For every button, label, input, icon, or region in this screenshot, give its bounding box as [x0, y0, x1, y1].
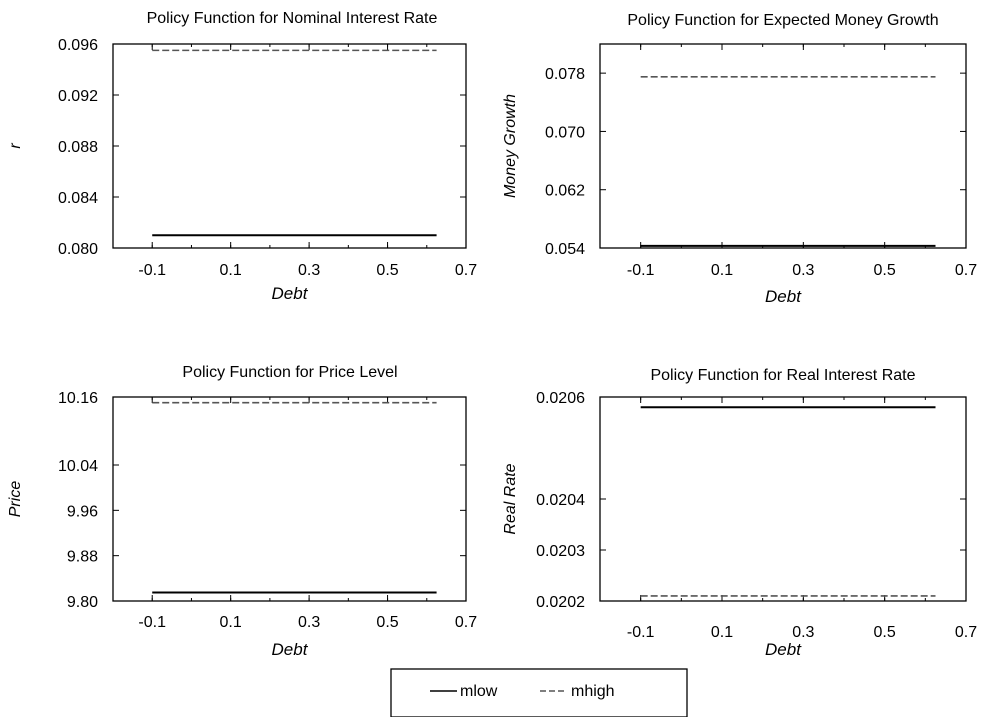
y-tick-label: 10.04: [58, 458, 98, 475]
chart-title: Policy Function for Price Level: [182, 364, 397, 381]
x-tick-label: -0.1: [138, 262, 166, 279]
y-tick-label: 0.096: [58, 37, 98, 54]
y-tick-label: 9.80: [67, 594, 98, 611]
x-tick-label: 0.1: [711, 262, 733, 279]
x-axis-label: Debt: [765, 640, 802, 659]
y-tick-label: 0.070: [545, 124, 585, 141]
chart-2: Policy Function for Expected Money Growt…: [502, 12, 977, 306]
y-tick-label: 10.16: [58, 390, 98, 407]
y-tick-label: 9.96: [67, 503, 98, 520]
x-axis-label: Debt: [272, 284, 309, 303]
legend-box: [390, 668, 688, 717]
x-tick-label: -0.1: [627, 262, 655, 279]
x-tick-label: 0.1: [220, 614, 242, 631]
chart-title: Policy Function for Real Interest Rate: [650, 367, 915, 384]
y-tick-label: 0.062: [545, 183, 585, 200]
charts-layer: Policy Function for Nominal Interest Rat…: [7, 10, 977, 659]
y-axis-label: Price: [7, 481, 24, 518]
legend: mlow mhigh: [390, 668, 688, 717]
chart-1: Policy Function for Nominal Interest Rat…: [7, 10, 477, 303]
y-tick-label: 0.0204: [536, 492, 585, 509]
plot-frame: [112, 43, 467, 249]
x-tick-label: 0.3: [298, 262, 320, 279]
x-tick-label: 0.5: [874, 624, 896, 641]
y-axis-label: Real Rate: [502, 463, 519, 534]
x-tick-label: 0.5: [376, 614, 398, 631]
plot-frame: [112, 396, 467, 602]
chart-3: Policy Function for Price Level -0.1 0.1 0.…: [7, 364, 477, 659]
x-axis-label: Debt: [272, 640, 309, 659]
y-tick-label: 0.0202: [536, 594, 585, 611]
x-tick-label: -0.1: [138, 614, 166, 631]
y-axis-label: Money Growth: [502, 94, 519, 198]
chart-title: Policy Function for Nominal Interest Rat…: [147, 10, 438, 27]
y-tick-label: 0.084: [58, 190, 98, 207]
y-tick-label: 0.0203: [536, 543, 585, 560]
y-tick-label: 0.088: [58, 139, 98, 156]
x-tick-label: 0.1: [711, 624, 733, 641]
x-tick-label: 0.5: [376, 262, 398, 279]
x-axis-label: Debt: [765, 287, 802, 306]
x-tick-label: 0.5: [874, 262, 896, 279]
y-tick-label: 0.080: [58, 241, 98, 258]
y-tick-label: 0.092: [58, 88, 98, 105]
x-tick-label: 0.3: [298, 614, 320, 631]
y-tick-label: 0.0206: [536, 390, 585, 407]
legend-mlow-label: mlow: [460, 683, 498, 700]
y-tick-label: 0.054: [545, 241, 585, 258]
plot-frame: [599, 43, 967, 249]
plot-frame: [599, 396, 967, 602]
x-tick-label: 0.3: [792, 262, 814, 279]
x-tick-label: 0.7: [955, 262, 977, 279]
chart-title: Policy Function for Expected Money Growt…: [627, 12, 938, 29]
y-tick-label: 9.88: [67, 549, 98, 566]
x-tick-label: 0.7: [455, 614, 477, 631]
y-tick-label: 0.078: [545, 66, 585, 83]
x-tick-label: -0.1: [627, 624, 655, 641]
chart-4: Policy Function for Real Interest Rate -0…: [502, 367, 977, 659]
x-tick-label: 0.7: [955, 624, 977, 641]
x-tick-label: 0.3: [792, 624, 814, 641]
y-axis-label: r: [7, 143, 24, 149]
x-tick-label: 0.7: [455, 262, 477, 279]
x-tick-label: 0.1: [220, 262, 242, 279]
legend-mhigh-label: mhigh: [571, 683, 615, 700]
